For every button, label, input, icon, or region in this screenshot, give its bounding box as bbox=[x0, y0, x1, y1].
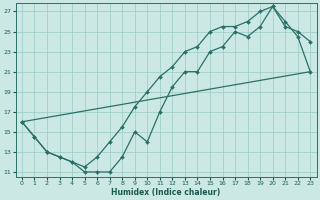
X-axis label: Humidex (Indice chaleur): Humidex (Indice chaleur) bbox=[111, 188, 221, 197]
